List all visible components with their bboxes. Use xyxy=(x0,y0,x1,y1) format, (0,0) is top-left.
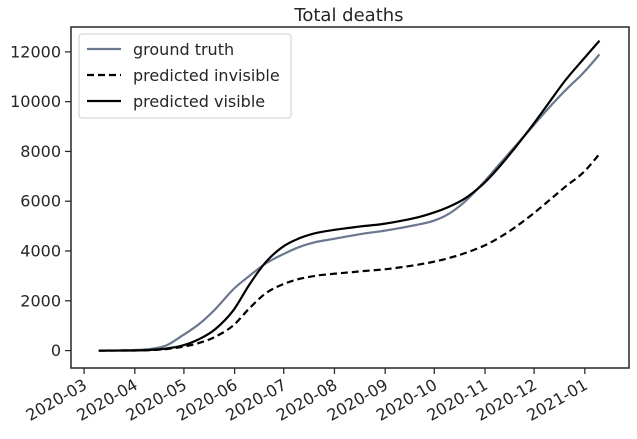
legend: ground truth predicted invisible predicted… xyxy=(78,33,292,119)
y-tick-label: 10000 xyxy=(10,92,61,111)
x-axis: 2020-032020-042020-052020-062020-072020-… xyxy=(23,368,591,425)
legend-label-ground-truth: ground truth xyxy=(133,40,234,59)
series-lines xyxy=(98,39,601,352)
legend-label-predicted-visible: predicted visible xyxy=(133,92,265,111)
series-line-predicted-visible xyxy=(98,39,601,352)
y-tick-label: 2000 xyxy=(20,291,61,310)
y-tick-label: 6000 xyxy=(20,192,61,211)
y-tick-label: 4000 xyxy=(20,242,61,261)
legend-box xyxy=(78,33,292,119)
legend-items: ground truth predicted invisible predicted… xyxy=(87,40,280,111)
y-tick-label: 12000 xyxy=(10,42,61,61)
y-tick-label: 8000 xyxy=(20,142,61,161)
legend-label-predicted-invisible: predicted invisible xyxy=(133,66,280,85)
series-line-predicted-invisible xyxy=(98,153,601,352)
y-axis: 0 2000 4000 6000 8000 10000 12000 xyxy=(10,42,71,360)
chart-title: Total deaths xyxy=(293,5,403,26)
plot-frame xyxy=(70,26,630,369)
y-tick-label: 0 xyxy=(51,341,61,360)
